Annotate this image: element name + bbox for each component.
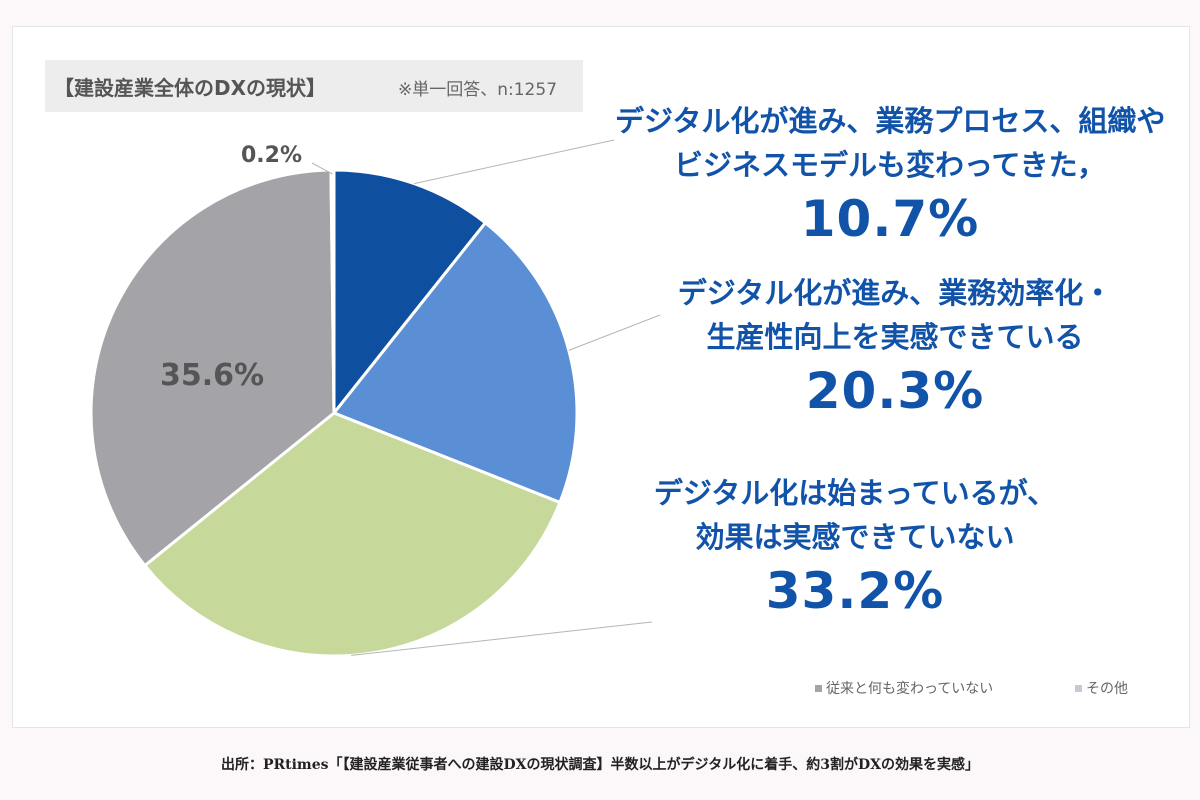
- leader-line: [568, 314, 661, 351]
- slice-unchanged: [89, 168, 336, 568]
- slice-label-other: 0.2%: [241, 143, 303, 168]
- chart-title: 【建設産業全体のDXの現状】: [54, 76, 327, 100]
- annotation-3-line2: 効果は実感できていない: [695, 520, 1015, 554]
- title-box: [45, 60, 583, 112]
- leader-line: [414, 139, 615, 185]
- legend-item-unchanged: 従来と何も変わっていない: [815, 678, 993, 698]
- annotation-3-value: 33.2%: [765, 562, 945, 620]
- leader-line: [351, 621, 653, 656]
- annotation-1: デジタル化が進み、業務プロセス、組織や ビジネスモデルも変わってきた， 10.7…: [615, 99, 1165, 251]
- annotation-2-line2: 生産性向上を実感できている: [706, 320, 1084, 354]
- legend-swatch: [1075, 684, 1082, 692]
- annotation-2-value: 20.3%: [805, 362, 985, 420]
- slice-transformed: [332, 168, 488, 418]
- legend-label: 従来と何も変わっていない: [826, 681, 994, 697]
- slice-other: [329, 168, 336, 414]
- legend-item-other: その他: [1075, 678, 1128, 698]
- annotation-3: デジタル化は始まっているが、 効果は実感できていない 33.2%: [640, 471, 1070, 623]
- annotation-1-line1: デジタル化が進み、業務プロセス、組織や: [615, 104, 1166, 138]
- chart-subtitle: ※単一回答、n:1257: [398, 80, 558, 100]
- annotation-1-value: 10.7%: [800, 190, 980, 248]
- leader-line-other: [311, 162, 333, 175]
- annotation-2: デジタル化が進み、業務効率化・ 生産性向上を実感できている 20.3%: [660, 271, 1130, 423]
- legend-label: その他: [1086, 681, 1128, 697]
- slice-label-unchanged: 35.6%: [160, 358, 265, 393]
- annotation-2-line1: デジタル化が進み、業務効率化・: [677, 276, 1113, 310]
- annotation-3-line1: デジタル化は始まっているが、: [653, 476, 1057, 510]
- legend-swatch: [815, 684, 822, 692]
- slice-efficiency: [331, 220, 579, 505]
- annotation-1-line2: ビジネスモデルも変わってきた，: [673, 148, 1107, 182]
- source-note: 出所：PRtimes「【建設産業従事者への建設DXの現状調査】半数以上がデジタル…: [220, 757, 979, 773]
